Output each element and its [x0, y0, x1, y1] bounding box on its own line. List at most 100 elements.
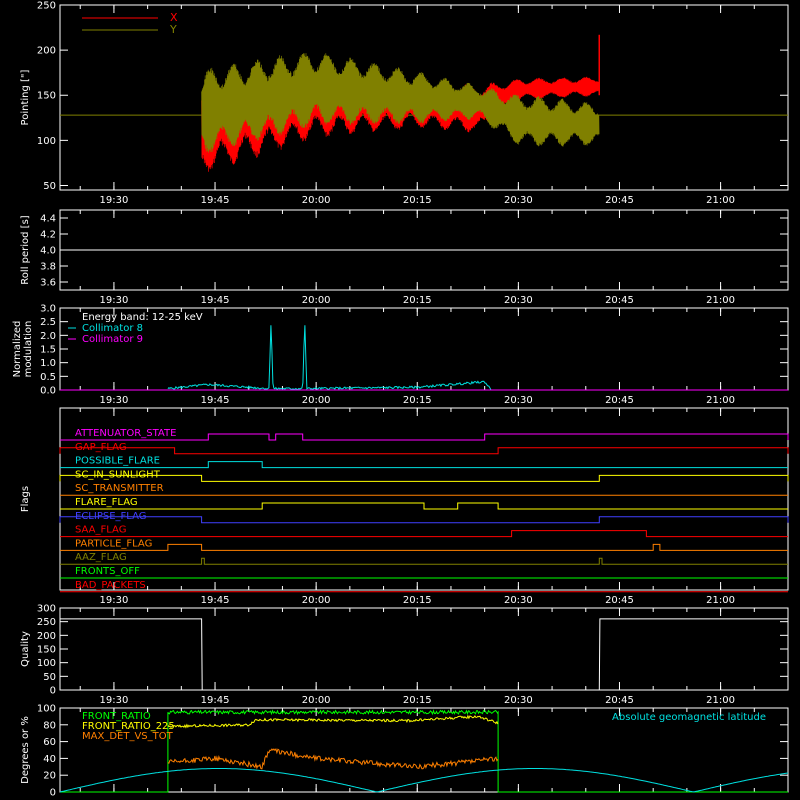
flag-label-saa-flag: SAA_FLAG [75, 525, 126, 536]
x-tick-label: 19:45 [201, 295, 230, 306]
y-tick-label: 1.0 [40, 358, 56, 369]
legend-label-y: Y [169, 23, 177, 36]
y-tick-label: 100 [37, 136, 56, 147]
legend-label: Collimator 8 [82, 323, 143, 334]
flag-label-gap-flag: GAP_FLAG [75, 442, 127, 453]
y-tick-label: 4.2 [40, 230, 56, 241]
x-tick-label: 20:30 [504, 695, 533, 706]
panel-frame [59, 407, 789, 591]
legend-label: Collimator 9 [82, 334, 143, 345]
x-tick-label: 21:00 [706, 195, 735, 206]
y-tick-label: 2.0 [40, 331, 56, 342]
x-tick-label: 20:45 [605, 595, 634, 606]
x-tick-label: 20:00 [302, 295, 331, 306]
y-tick-label: 150 [37, 645, 56, 656]
x-tick-label: 19:45 [201, 195, 230, 206]
x-tick-label: 20:15 [403, 295, 432, 306]
y-tick-label: 200 [37, 46, 56, 57]
series-max-det-vs-tot-line [167, 748, 499, 770]
x-tick-label: 20:15 [403, 195, 432, 206]
panel-frame [59, 607, 789, 691]
y-axis-label: Quality [20, 631, 31, 667]
geomag-latitude-label: Absolute geomagnetic latitude [612, 712, 766, 723]
x-tick-label: 20:15 [403, 695, 432, 706]
flag-line-aaz-flag [60, 557, 788, 565]
y-tick-label: 50 [43, 672, 56, 683]
x-tick-label: 21:00 [706, 295, 735, 306]
y-tick-label: 60 [43, 737, 56, 748]
panel-frame [59, 707, 789, 793]
x-tick-label: 19:30 [100, 695, 129, 706]
flag-line-gap-flag [59, 447, 789, 455]
flag-line-attenuator-state [60, 433, 789, 441]
y-tick-label: 3.0 [40, 304, 56, 315]
x-tick-label: 19:30 [100, 195, 129, 206]
x-tick-label: 19:30 [100, 295, 129, 306]
y-tick-label: 80 [43, 720, 56, 731]
series-front-ratio-line [60, 709, 788, 793]
y-tick-label: 20 [43, 771, 56, 782]
y-tick-label: 100 [37, 658, 56, 669]
y-axis-label: Normalized [12, 321, 23, 378]
y-tick-label: 300 [37, 604, 56, 615]
x-tick-label: 20:00 [302, 595, 331, 606]
y-tick-label: 0.0 [40, 386, 56, 397]
y-axis-label: modulation [23, 321, 34, 378]
y-tick-label: 50 [43, 181, 56, 192]
panel-frame [59, 4, 789, 191]
flag-label-aaz-flag: AAZ_FLAG [75, 552, 127, 563]
flag-label-attenuator-state: ATTENUATOR_STATE [75, 428, 176, 439]
series-y-line [201, 53, 600, 153]
legend-label: MAX_DET_VS_TOT [82, 731, 174, 742]
x-tick-label: 19:45 [201, 395, 230, 406]
y-axis-label: Roll period [s] [20, 215, 31, 284]
x-tick-label: 20:30 [504, 595, 533, 606]
y-tick-label: 100 [37, 704, 56, 715]
y-tick-label: 0 [50, 788, 56, 799]
legend-label-x: X [170, 11, 178, 24]
x-tick-label: 20:30 [504, 295, 533, 306]
y-axis-label: Pointing ["] [20, 69, 31, 125]
y-tick-label: 3.6 [40, 278, 56, 289]
series-front-ratio-225-line [167, 714, 499, 729]
y-tick-label: 200 [37, 631, 56, 642]
quality-line [60, 618, 788, 691]
flag-label-bad-packets: BAD_PACKETS [75, 580, 146, 591]
y-axis-label: Flags [20, 486, 31, 512]
x-tick-label: 19:45 [201, 695, 230, 706]
x-tick-label: 19:30 [100, 595, 129, 606]
series-absolute geomagnetic latitude-line [59, 768, 789, 793]
y-tick-label: 40 [43, 754, 56, 765]
legend-label: FRONT_RATIO_225 [82, 721, 175, 732]
x-tick-label: 20:30 [504, 195, 533, 206]
flag-label-fronts-off: FRONTS_OFF [75, 566, 140, 577]
flag-line-particle-flag [60, 543, 788, 551]
y-tick-label: 150 [37, 91, 56, 102]
flag-label-sc-in-sunlight: SC_IN_SUNLIGHT [75, 469, 161, 480]
y-tick-label: 4.0 [40, 246, 56, 257]
x-tick-label: 20:15 [403, 395, 432, 406]
y-tick-label: 0.5 [40, 372, 56, 383]
x-tick-label: 20:00 [302, 395, 331, 406]
x-tick-label: 19:30 [100, 395, 129, 406]
y-tick-label: 0 [50, 686, 56, 697]
flag-line-sc-in-sunlight [59, 474, 789, 482]
flag-line-saa-flag [60, 530, 788, 538]
flag-line-flare-flag [60, 502, 788, 510]
y-tick-label: 250 [37, 1, 56, 12]
x-tick-label: 20:00 [302, 695, 331, 706]
legend-label: FRONT_RATIO [82, 711, 151, 722]
y-tick-label: 3.8 [40, 262, 56, 273]
x-tick-label: 20:45 [605, 295, 634, 306]
flag-label-eclipse-flag: ECLIPSE_FLAG [75, 511, 146, 522]
y-tick-label: 4.4 [40, 214, 56, 225]
y-tick-label: 1.5 [40, 345, 56, 356]
flag-line-eclipse-flag [59, 516, 789, 524]
x-tick-label: 21:00 [706, 695, 735, 706]
flag-label-flare-flag: FLARE_FLAG [75, 497, 138, 508]
x-tick-label: 19:45 [201, 595, 230, 606]
x-tick-label: 20:15 [403, 595, 432, 606]
legend-title: Energy band: 12-25 keV [82, 312, 203, 323]
flag-label-possible-flare: POSSIBLE_FLARE [75, 456, 160, 467]
